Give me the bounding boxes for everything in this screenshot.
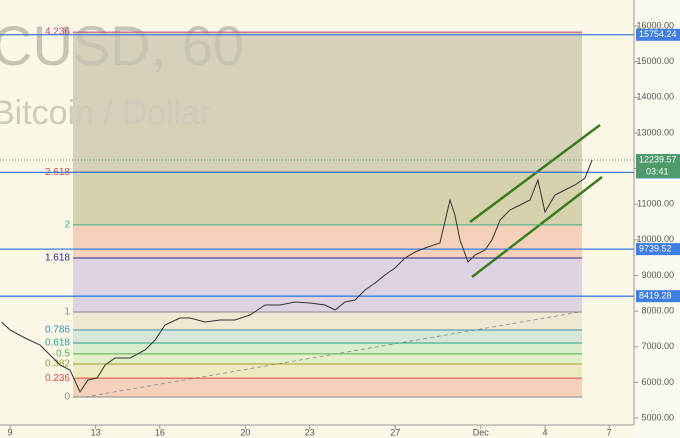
y-tick-label: 10000.00 xyxy=(636,234,674,244)
price-line-series xyxy=(1,159,593,394)
fib-ratio-label: 0.786 xyxy=(45,325,70,336)
y-tick-label: 13000.00 xyxy=(636,127,674,137)
price-axis xyxy=(634,0,680,438)
last-price-tag xyxy=(636,154,680,179)
fib-zone xyxy=(73,378,582,398)
fib-zone xyxy=(73,312,582,331)
watermark-symbol: CUSD, 60 xyxy=(0,14,244,77)
fib-zone xyxy=(73,330,582,344)
fib-ratio-label: 2 xyxy=(64,220,70,231)
price-line-label: 9739.52 xyxy=(639,244,672,254)
countdown-label: 03:41 xyxy=(646,166,669,176)
price-line-tag xyxy=(636,290,680,303)
x-tick-label: 7 xyxy=(607,427,612,437)
fib-zone xyxy=(73,172,582,225)
x-tick-label: 27 xyxy=(390,427,400,437)
fib-zone xyxy=(73,364,582,379)
x-tick-label: 13 xyxy=(91,427,101,437)
x-tick-label: 4 xyxy=(542,427,547,437)
fib-ratio-label: 0.5 xyxy=(56,349,70,360)
fib-ratio-label: 1.618 xyxy=(45,253,70,264)
price-line-label: 15754.24 xyxy=(639,29,677,39)
price-line-tag xyxy=(636,243,680,256)
fib-ratio-label: 0.618 xyxy=(45,338,70,349)
fib-zone xyxy=(73,224,582,259)
fib-ratio-label: 1 xyxy=(64,307,70,318)
fib-ratio-label: 0 xyxy=(64,392,70,403)
y-tick-label: 6000.00 xyxy=(641,377,674,387)
x-tick-label: 20 xyxy=(240,427,250,437)
y-tick-label: 14000.00 xyxy=(636,92,674,102)
y-tick-label: 16000.00 xyxy=(636,20,674,30)
y-tick-label: 11000.00 xyxy=(637,199,674,209)
y-tick-label: 7000.00 xyxy=(641,341,674,351)
x-tick-label: 23 xyxy=(305,427,315,437)
y-tick-label: 9000.00 xyxy=(641,270,674,280)
x-tick-label: 9 xyxy=(8,427,13,437)
price-line-tag xyxy=(636,28,680,41)
fib-ratio-label: 0.382 xyxy=(45,359,70,370)
fib-ratio-label: 0.236 xyxy=(45,373,70,384)
x-tick-label: Dec xyxy=(473,427,490,437)
fib-zone xyxy=(73,353,582,365)
x-tick-label: 16 xyxy=(155,427,165,437)
y-tick-label: 15000.00 xyxy=(636,56,674,66)
last-price-label: 12239.57 xyxy=(639,154,677,164)
fib-ratio-label: 4.236 xyxy=(45,27,70,38)
fib-zone xyxy=(73,32,582,173)
y-tick-label: 8000.00 xyxy=(641,306,674,316)
channel-upper xyxy=(469,123,601,224)
channel-lower xyxy=(471,176,603,278)
y-tick-label: 5000.00 xyxy=(641,412,674,422)
price-line-label: 8419.28 xyxy=(639,291,672,301)
fib-zone xyxy=(73,343,582,354)
watermark-description: Bitcoin / Dollar xyxy=(0,94,211,132)
fib-zone xyxy=(73,258,582,313)
